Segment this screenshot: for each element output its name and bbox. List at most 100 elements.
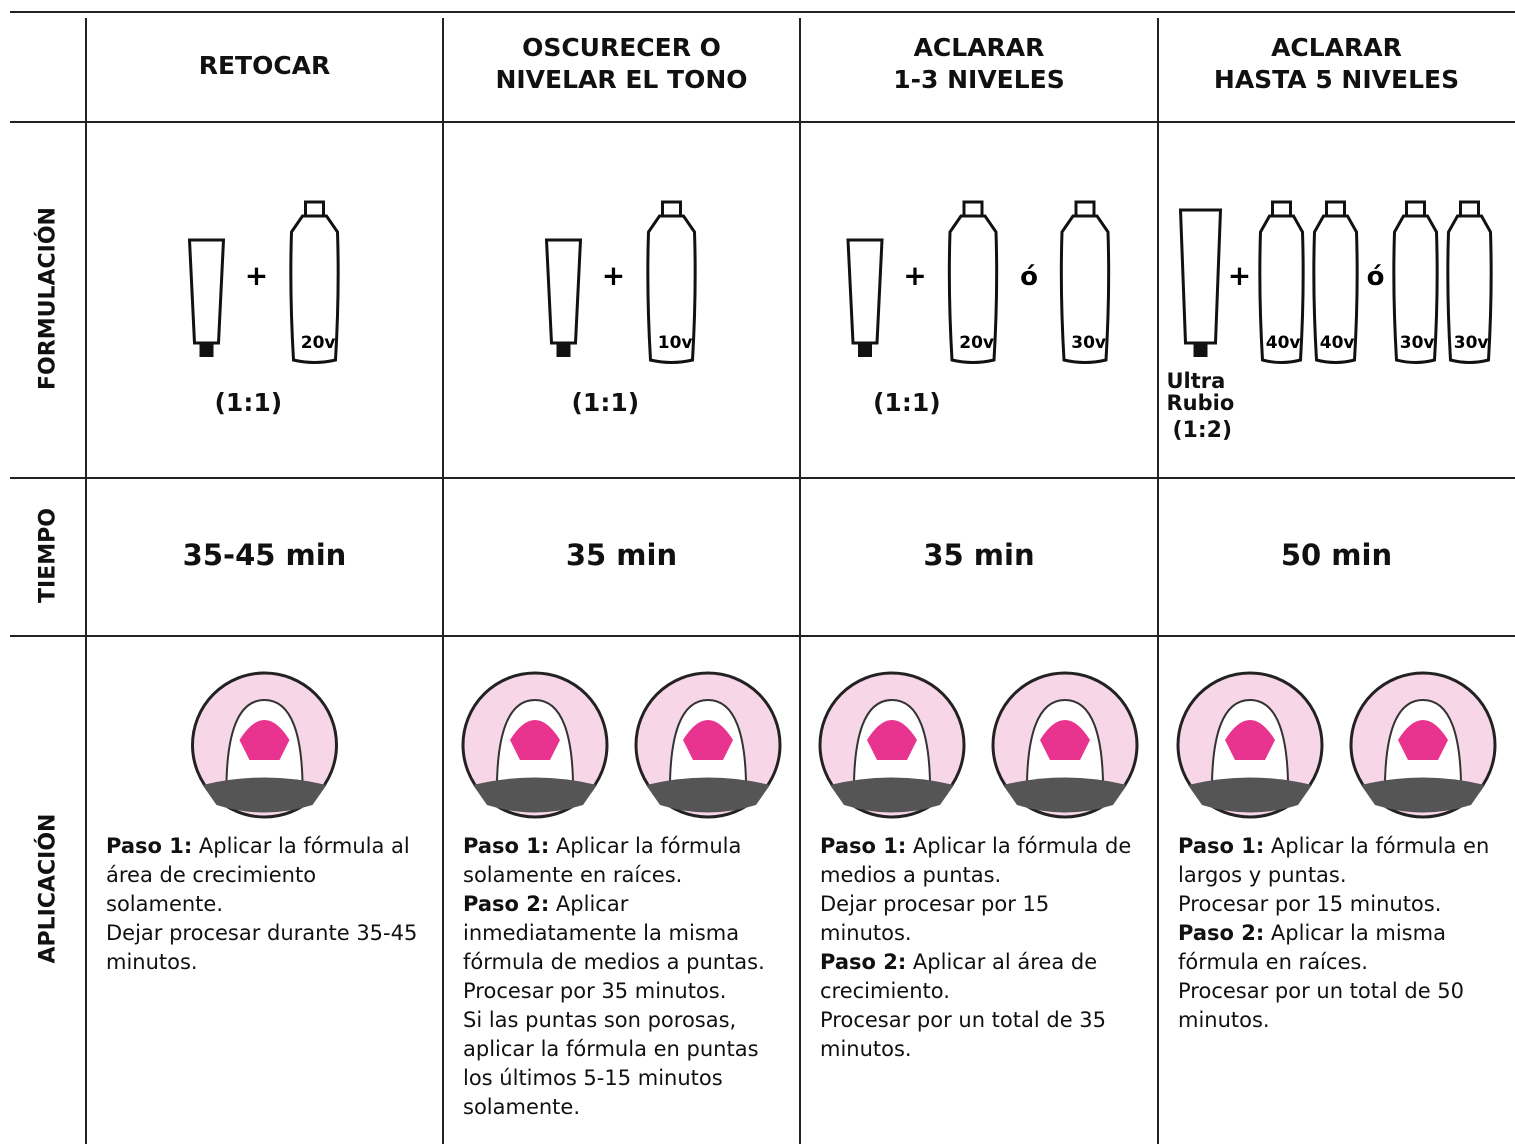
header-line: NIVELAR EL TONO [495,65,748,94]
bottle-cap [1405,200,1426,218]
step-label: Paso 1: [1178,834,1265,858]
illustration-shoulders [646,777,770,813]
step-text: Aplicar la fórmula de medios a puntas. [820,834,1132,887]
illustration-color [510,720,560,760]
step: Procesar por 35 minutos. [463,977,788,1006]
bottle-icon [1446,214,1493,364]
steps: Paso 1: Aplicar la fórmula al área de cr… [106,832,431,977]
step-label: Paso 2: [820,950,907,974]
plus-sign: + [1228,259,1251,292]
bottle-icon [646,214,697,364]
tube-cap [1193,343,1208,357]
step-text: Aplicar la fórmula en largos y puntas. [1178,834,1490,887]
bottle-label: 10v [658,333,693,353]
bottle-icon [1312,214,1359,364]
illustration-color [239,720,290,760]
bottle-icon [1059,214,1111,364]
bottle-label: 30v [1400,333,1435,353]
step: Paso 2: Aplicar inmediatamente la misma … [463,890,788,977]
step-text: Procesar por 15 minutos. [1178,892,1442,916]
tube-cap [858,343,872,357]
bottle-icon [1258,214,1305,364]
header-line: 1-3 NIVELES [893,65,1065,94]
step-label: Paso 1: [463,834,550,858]
step: Paso 1: Aplicar la fórmula en largos y p… [1178,832,1503,890]
time: 35 min [565,538,678,572]
tube-icon [544,238,583,345]
or-sign: ó [1367,262,1385,292]
or-sign: ó [1020,262,1038,292]
step-text: Aplicar la fórmula al área de crecimient… [106,834,410,916]
illustration-color [867,720,917,760]
header-line: ACLARAR [1271,33,1402,62]
step: Procesar por un total de 35 minutos. [820,1006,1146,1064]
steps: Paso 1: Aplicar la fórmula de medios a p… [820,832,1146,1064]
step: Paso 1: Aplicar la fórmula al área de cr… [106,832,431,919]
bottle-cap [1325,200,1346,218]
tube-cap [199,343,214,357]
illustration-color [1398,720,1448,760]
step-text: Procesar por un total de 35 minutos. [820,1008,1107,1061]
illustration-shoulders [1003,777,1127,813]
bottle-cap [962,200,984,218]
illustration-color [1225,720,1275,760]
tube-icon [846,238,884,345]
time: 35 min [923,538,1035,572]
bottle-icon [289,214,340,364]
step: Paso 1: Aplicar la fórmula solamente en … [463,832,788,890]
illustration-shoulders [473,777,597,813]
bottle-icon [1392,214,1439,364]
bottle-label: 30v [1454,333,1489,353]
step: Procesar por un total de 50 minutos. [1178,977,1503,1035]
bottle-cap [1271,200,1292,218]
step-text: Aplicar la fórmula solamente en raíces. [463,834,742,887]
header-line: HASTA 5 NIVELES [1213,65,1460,94]
step-text: Dejar procesar durante 35-45 minutos. [106,921,418,974]
illustration-color [1040,720,1090,760]
illustration-shoulders [202,777,327,813]
steps: Paso 1: Aplicar la fórmula en largos y p… [1178,832,1503,1035]
bottle-label: 20v [301,333,336,353]
step: Dejar procesar durante 35-45 minutos. [106,919,431,977]
header-line: ACLARAR [913,33,1045,62]
bottle-icon [947,214,999,364]
step: Si las puntas son porosas, aplicar la fó… [463,1006,788,1122]
illustration-color [683,720,733,760]
step-text: Aplicar inmediatamente la misma fórmula … [463,892,765,974]
row-label: APLICACIÓN [35,813,61,964]
column-header: RETOCAR [86,50,443,82]
bottle-cap [1074,200,1096,218]
step: Paso 2: Aplicar al área de crecimiento. [820,948,1146,1006]
plus-sign: + [602,259,625,292]
bottle-cap [1459,200,1480,218]
step: Dejar procesar por 15 minutos. [820,890,1146,948]
illustration-shoulders [1361,777,1485,813]
step: Paso 2: Aplicar la misma fórmula en raíc… [1178,919,1503,977]
bottle-cap [304,200,325,218]
tube-icon [187,238,226,345]
steps: Paso 1: Aplicar la fórmula solamente en … [463,832,788,1122]
bottle-label: 20v [959,333,994,353]
tube-label-line: Rubio [1166,391,1235,415]
time: 35-45 min [182,538,347,572]
step-text: Procesar por un total de 50 minutos. [1178,979,1465,1032]
illustration-shoulders [830,777,954,813]
step-text: Aplicar la misma fórmula en raíces. [1178,921,1446,974]
step-label: Paso 1: [820,834,907,858]
header-line: RETOCAR [198,51,331,80]
bottle-cap [661,200,682,218]
tube-label-line: Ultra [1166,369,1226,393]
step-text: Dejar procesar por 15 minutos. [820,892,1050,945]
step-text: Procesar por 35 minutos. [463,979,727,1003]
time: 50 min [1280,538,1393,572]
step: Procesar por 15 minutos. [1178,890,1503,919]
illustration-shoulders [1188,777,1312,813]
step-text: Si las puntas son porosas, aplicar la fó… [463,1008,759,1119]
step-label: Paso 2: [463,892,550,916]
ratio: (1:1) [214,388,283,417]
step-label: Paso 1: [106,834,193,858]
step: Paso 1: Aplicar la fórmula de medios a p… [820,832,1146,890]
column-header: ACLARAR 1-3 NIVELES [800,32,1158,96]
